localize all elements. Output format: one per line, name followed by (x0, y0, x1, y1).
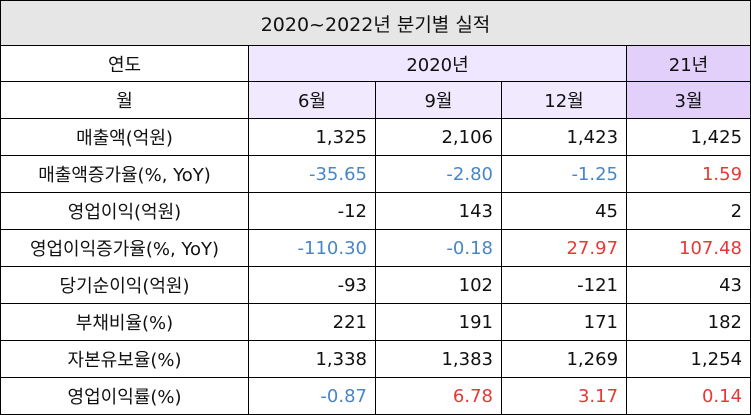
value-cell: 45 (500, 192, 628, 230)
value-cell: 1,338 (248, 340, 376, 378)
value-cell: 182 (626, 303, 751, 341)
value-cell: 1,425 (626, 118, 751, 156)
value-cell: 3.17 (500, 377, 628, 415)
value-cell: -2.80 (375, 155, 502, 193)
row-label: 영업이익(억원) (0, 192, 249, 230)
row-label: 매출액증가율(%, YoY) (0, 155, 249, 193)
value-cell: -35.65 (248, 155, 376, 193)
table-row: 영업이익증가율(%, YoY) -110.30 -0.18 27.97 107.48 (0, 229, 751, 267)
month-header-dec: 12월 (500, 81, 628, 119)
table-title: 2020~2022년 분기별 실적 (0, 0, 751, 46)
value-cell: -0.18 (375, 229, 502, 267)
year-2020-header: 2020년 (247, 45, 628, 82)
value-cell: 221 (248, 303, 376, 341)
table-row: 영업이익률(%) -0.87 6.78 3.17 0.14 (0, 377, 751, 415)
value-cell: -93 (248, 266, 376, 304)
table-row: 자본유보율(%) 1,338 1,383 1,269 1,254 (0, 340, 751, 378)
table-row: 부채비율(%) 221 191 171 182 (0, 303, 751, 341)
value-cell: -110.30 (248, 229, 376, 267)
month-header-row: 월 6월 9월 12월 3월 (0, 81, 751, 119)
value-cell: 1,383 (375, 340, 502, 378)
value-cell: 102 (375, 266, 502, 304)
row-label: 자본유보율(%) (0, 340, 249, 378)
value-cell: 27.97 (500, 229, 628, 267)
value-cell: -12 (248, 192, 376, 230)
table-row: 영업이익(억원) -12 143 45 2 (0, 192, 751, 230)
month-header-sep: 9월 (375, 81, 502, 119)
table-row: 당기순이익(억원) -93 102 -121 43 (0, 266, 751, 304)
year-21-header: 21년 (626, 45, 751, 82)
value-cell: 43 (626, 266, 751, 304)
value-cell: -121 (500, 266, 628, 304)
month-header-jun: 6월 (248, 81, 376, 119)
value-cell: 143 (375, 192, 502, 230)
row-label: 영업이익률(%) (0, 377, 249, 415)
value-cell: 171 (500, 303, 628, 341)
table-row: 매출액증가율(%, YoY) -35.65 -2.80 -1.25 1.59 (0, 155, 751, 193)
quarterly-results-table: 연도 2020년 21년 월 6월 9월 12월 3월 매출액(억원) 1,325… (0, 45, 751, 415)
month-label-cell: 월 (0, 81, 249, 119)
value-cell: -0.87 (248, 377, 376, 415)
value-cell: 1,325 (248, 118, 376, 156)
value-cell: 1,269 (500, 340, 628, 378)
value-cell: -1.25 (500, 155, 628, 193)
year-label-cell: 연도 (0, 45, 249, 82)
row-label: 부채비율(%) (0, 303, 249, 341)
row-label: 영업이익증가율(%, YoY) (0, 229, 249, 267)
month-header-mar: 3월 (626, 81, 751, 119)
value-cell: 1,254 (626, 340, 751, 378)
row-label: 당기순이익(억원) (0, 266, 249, 304)
row-label: 매출액(억원) (0, 118, 249, 156)
value-cell: 0.14 (626, 377, 751, 415)
value-cell: 1.59 (626, 155, 751, 193)
year-header-row: 연도 2020년 21년 (0, 45, 751, 82)
value-cell: 2,106 (375, 118, 502, 156)
value-cell: 6.78 (375, 377, 502, 415)
value-cell: 1,423 (500, 118, 628, 156)
value-cell: 107.48 (626, 229, 751, 267)
value-cell: 191 (375, 303, 502, 341)
value-cell: 2 (626, 192, 751, 230)
table-row: 매출액(억원) 1,325 2,106 1,423 1,425 (0, 118, 751, 156)
table-body: 매출액(억원) 1,325 2,106 1,423 1,425 매출액증가율(%, YoY… (0, 118, 751, 415)
